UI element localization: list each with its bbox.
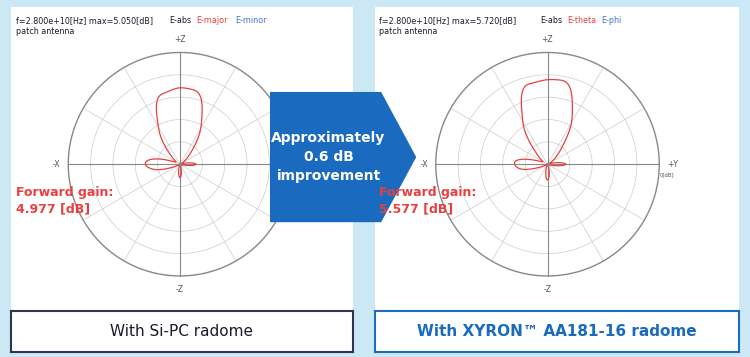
Text: 0[dB]: 0[dB]	[292, 172, 307, 177]
Text: E-abs: E-abs	[169, 16, 190, 25]
Text: f=2.800e+10[Hz] max=5.050[dB]: f=2.800e+10[Hz] max=5.050[dB]	[16, 16, 154, 25]
Text: +Y: +Y	[667, 160, 678, 169]
Text: E-theta: E-theta	[567, 16, 596, 25]
Text: -X: -X	[420, 160, 428, 169]
Text: 0[dB]: 0[dB]	[659, 172, 674, 177]
Text: +Z: +Z	[542, 35, 554, 44]
Text: E-major: E-major	[196, 16, 228, 25]
Text: With Si-PC radome: With Si-PC radome	[110, 323, 254, 339]
Text: -Z: -Z	[176, 285, 184, 294]
Text: E-phi: E-phi	[601, 16, 621, 25]
Text: Approximately
0.6 dB
improvement: Approximately 0.6 dB improvement	[272, 131, 386, 183]
Text: +X: +X	[299, 160, 311, 169]
Text: E-abs: E-abs	[540, 16, 562, 25]
Text: -Z: -Z	[544, 285, 551, 294]
Text: With XYRON™ AA181-16 radome: With XYRON™ AA181-16 radome	[417, 323, 697, 339]
Text: Forward gain:
4.977 [dB]: Forward gain: 4.977 [dB]	[16, 186, 114, 215]
Polygon shape	[270, 92, 416, 222]
Text: f=2.800e+10[Hz] max=5.720[dB]: f=2.800e+10[Hz] max=5.720[dB]	[379, 16, 516, 25]
Text: +Z: +Z	[174, 35, 186, 44]
Text: -X: -X	[53, 160, 61, 169]
Text: Forward gain:
5.577 [dB]: Forward gain: 5.577 [dB]	[379, 186, 476, 215]
Text: patch antenna: patch antenna	[379, 27, 437, 36]
Text: E-minor: E-minor	[235, 16, 266, 25]
Text: patch antenna: patch antenna	[16, 27, 75, 36]
